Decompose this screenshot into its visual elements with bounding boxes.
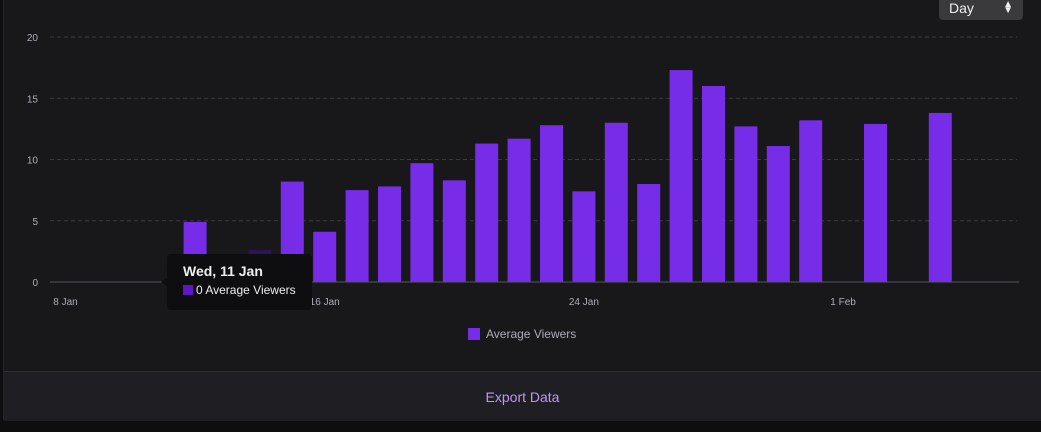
- y-tick-label: 0: [32, 278, 38, 289]
- bar[interactable]: [572, 191, 596, 282]
- bar[interactable]: [734, 126, 758, 282]
- bar[interactable]: [507, 138, 531, 282]
- chevron-updown-icon: ▲ ▼: [1003, 0, 1013, 16]
- bar[interactable]: [345, 190, 369, 282]
- x-tick-label: 8 Jan: [53, 297, 77, 308]
- bar[interactable]: [637, 184, 661, 282]
- export-data-button[interactable]: Export Data: [485, 388, 560, 405]
- bar[interactable]: [702, 86, 725, 282]
- x-tick-label: 24 Jan: [569, 297, 599, 308]
- bar[interactable]: [313, 231, 337, 282]
- tooltip: Wed, 11 Jan 0 Average Viewers: [167, 254, 312, 310]
- tooltip-date: Wed, 11 Jan: [183, 263, 263, 279]
- y-tick-label: 15: [27, 94, 39, 105]
- legend-swatch: [468, 328, 480, 340]
- bar[interactable]: [410, 163, 434, 282]
- tooltip-value: 0 Average Viewers: [196, 283, 296, 297]
- legend-label: Average Viewers: [486, 327, 577, 341]
- y-tick-label: 20: [27, 33, 39, 44]
- bar[interactable]: [475, 143, 499, 282]
- bar[interactable]: [540, 125, 563, 282]
- granularity-select[interactable]: Day ▲ ▼: [939, 0, 1023, 20]
- bar[interactable]: [928, 112, 952, 282]
- tooltip-swatch: [183, 285, 193, 295]
- tooltip-arrow: [161, 278, 167, 286]
- bar[interactable]: [378, 186, 401, 282]
- bar[interactable]: [604, 122, 628, 282]
- bar[interactable]: [864, 123, 887, 282]
- footer: Export Data: [4, 371, 1041, 421]
- bar[interactable]: [669, 70, 693, 282]
- granularity-value: Day: [949, 0, 974, 16]
- bar[interactable]: [442, 180, 466, 282]
- y-tick-label: 5: [32, 217, 38, 228]
- bar[interactable]: [766, 146, 790, 282]
- legend[interactable]: Average Viewers: [468, 327, 576, 341]
- x-tick-label: 1 Feb: [830, 297, 856, 308]
- x-tick-label: 16 Jan: [310, 297, 340, 308]
- bar[interactable]: [799, 120, 823, 282]
- y-tick-label: 10: [27, 156, 39, 167]
